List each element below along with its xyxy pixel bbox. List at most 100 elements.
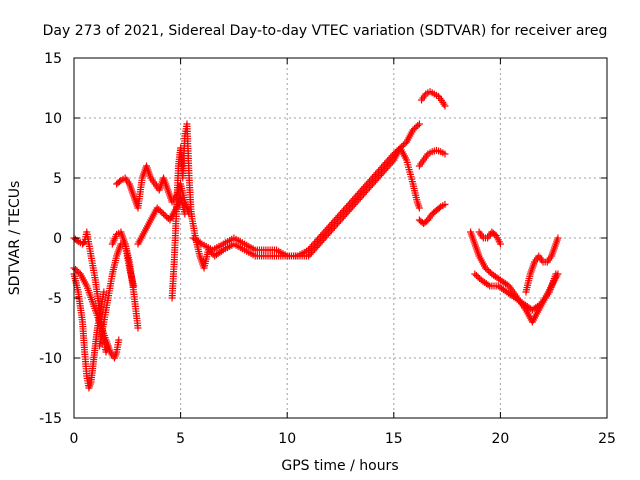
data-point <box>414 122 422 129</box>
data-point <box>503 281 511 289</box>
data-point <box>359 184 367 192</box>
data-point <box>72 266 80 273</box>
data-point <box>161 212 169 219</box>
data-point <box>483 266 491 273</box>
data-point <box>349 196 357 204</box>
data-point <box>340 207 348 215</box>
x-tick-label: 20 <box>491 431 509 447</box>
data-point <box>399 141 407 149</box>
x-tick-label: 15 <box>385 431 403 447</box>
data-point <box>337 210 344 218</box>
series-arc-j <box>189 234 313 260</box>
series-arc-r <box>475 228 504 248</box>
data-point <box>330 217 338 225</box>
data-point <box>356 188 364 196</box>
x-tick-label: 0 <box>70 431 79 447</box>
data-point <box>115 178 123 186</box>
series-arc-e <box>108 228 138 290</box>
y-tick-label: 10 <box>44 111 62 127</box>
data-point <box>364 179 372 187</box>
data-point <box>73 267 81 275</box>
data-point <box>329 219 337 227</box>
y-tick-label: 5 <box>53 171 62 187</box>
data-point <box>382 159 390 167</box>
series-arc-m <box>415 200 449 228</box>
y-tick-label: 15 <box>44 51 62 67</box>
data-point <box>327 220 335 228</box>
data-point <box>361 183 369 191</box>
data-point <box>153 204 161 212</box>
y-axis-label: SDTVAR / TECUs <box>7 181 23 296</box>
data-point <box>362 181 370 189</box>
data-point <box>381 160 389 168</box>
x-tick-label: 10 <box>278 431 296 447</box>
chart-title: Day 273 of 2021, Sidereal Day-to-day VTE… <box>43 23 608 39</box>
y-tick-label: 0 <box>53 231 62 247</box>
x-tick-label: 5 <box>176 431 185 447</box>
data-point <box>305 246 313 254</box>
data-point <box>324 224 332 232</box>
data-point <box>375 167 383 175</box>
series-arc-q <box>471 270 560 314</box>
data-point <box>552 270 560 278</box>
data-point <box>388 152 396 160</box>
data-point <box>368 174 376 182</box>
y-tick-label: -5 <box>48 291 62 307</box>
data-point <box>130 282 138 290</box>
data-point <box>472 272 480 279</box>
data-point <box>317 232 325 240</box>
data-point <box>163 213 171 221</box>
grid <box>74 58 607 418</box>
data-point <box>312 237 320 245</box>
data-point <box>181 210 189 218</box>
data-point <box>347 198 355 206</box>
data-point <box>80 239 88 247</box>
data-point <box>496 240 504 248</box>
data-points <box>70 88 562 392</box>
data-point <box>471 270 479 278</box>
data-point <box>415 204 423 212</box>
data-point <box>346 200 354 208</box>
data-point <box>393 147 401 155</box>
data-point <box>104 342 112 350</box>
data-point <box>441 150 449 158</box>
data-point <box>484 281 492 289</box>
data-point <box>115 336 123 344</box>
data-point <box>305 252 313 260</box>
data-point <box>411 125 419 132</box>
data-point <box>376 165 384 173</box>
data-point <box>323 225 331 233</box>
data-point <box>379 162 387 170</box>
series-arc-n <box>415 146 449 170</box>
data-point <box>156 207 164 215</box>
data-point <box>535 301 543 309</box>
data-point <box>341 205 349 213</box>
axis-ticks: 0 5 10 15 20 25 -15 -10 -5 0 5 10 15 <box>39 51 616 447</box>
data-point <box>306 244 314 252</box>
data-point <box>412 123 420 131</box>
data-point <box>409 126 417 134</box>
data-point <box>309 241 317 249</box>
data-point <box>415 120 423 128</box>
data-point <box>365 177 373 185</box>
series-arc-i <box>187 210 313 272</box>
data-point <box>320 229 328 237</box>
data-point <box>387 153 395 161</box>
data-point <box>441 200 449 208</box>
data-point <box>385 155 393 163</box>
data-point <box>335 212 343 220</box>
data-point <box>326 222 334 230</box>
y-tick-label: -15 <box>39 411 62 427</box>
data-point <box>441 102 449 110</box>
data-point <box>321 227 329 235</box>
x-axis-label: GPS time / hours <box>281 458 398 474</box>
series-arc-s <box>522 234 562 296</box>
data-point <box>435 204 443 212</box>
series-arc-l <box>305 144 423 254</box>
data-point <box>391 149 399 156</box>
data-point <box>343 203 351 211</box>
data-point <box>208 249 216 257</box>
data-point <box>373 169 381 177</box>
data-point <box>353 191 361 199</box>
